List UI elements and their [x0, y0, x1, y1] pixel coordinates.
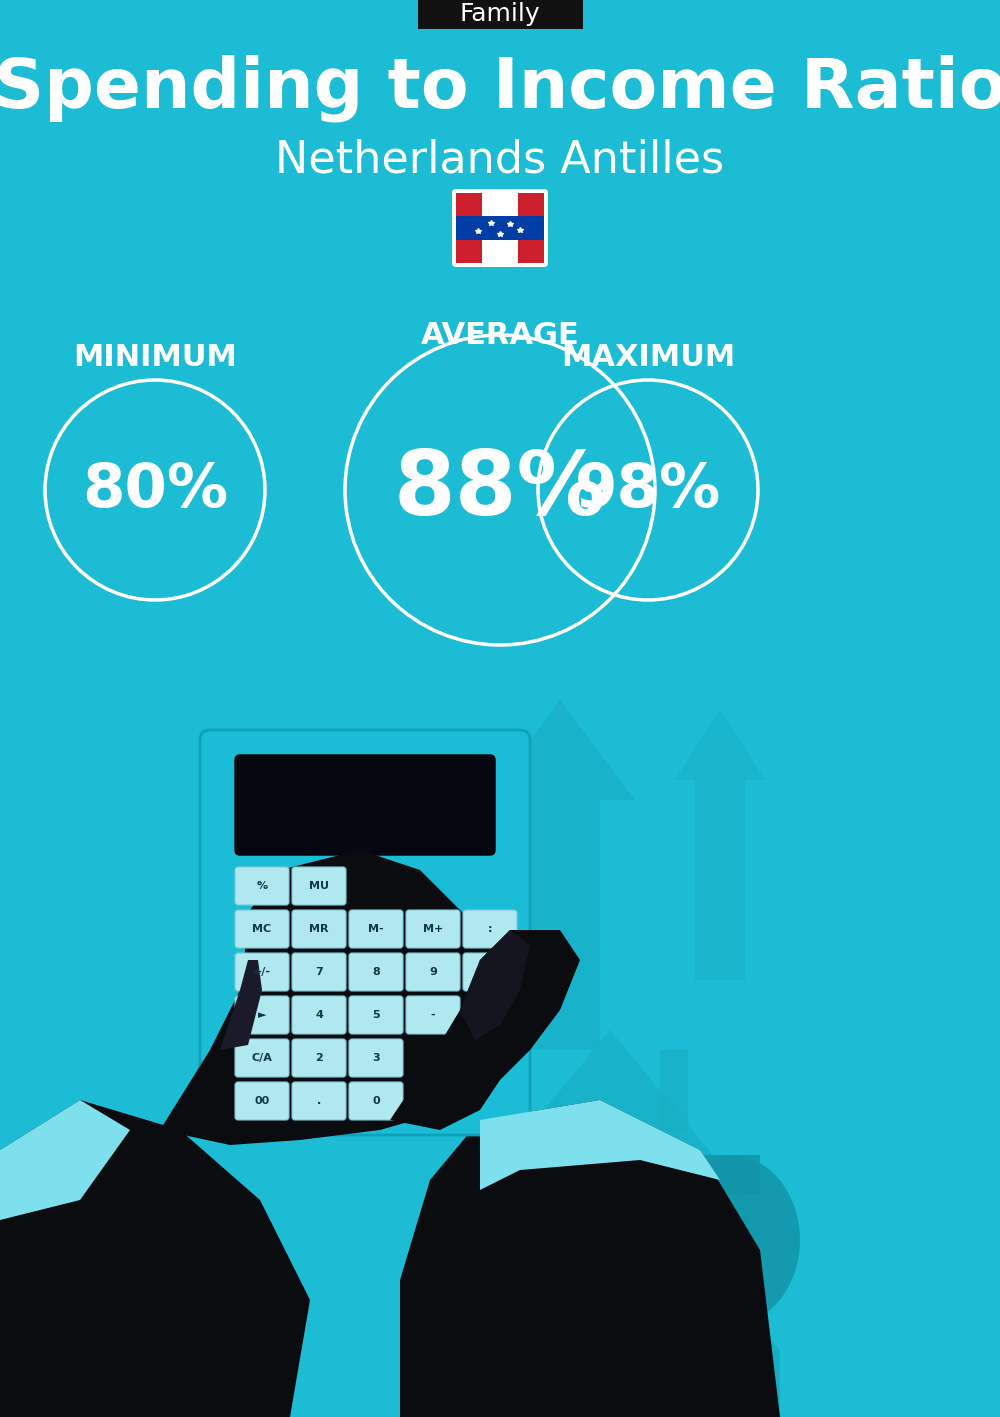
FancyBboxPatch shape: [292, 1039, 346, 1077]
Bar: [620, 1325, 750, 1333]
Text: %: %: [256, 881, 268, 891]
FancyBboxPatch shape: [418, 0, 582, 28]
Text: MC: MC: [252, 924, 272, 934]
Polygon shape: [220, 959, 262, 1050]
FancyBboxPatch shape: [292, 1083, 346, 1119]
FancyBboxPatch shape: [349, 910, 403, 948]
Text: 2: 2: [315, 1053, 323, 1063]
Polygon shape: [580, 1250, 780, 1350]
FancyBboxPatch shape: [235, 954, 289, 990]
Text: 7: 7: [315, 966, 323, 976]
Text: ►: ►: [258, 1010, 266, 1020]
Text: M-: M-: [368, 924, 384, 934]
Polygon shape: [400, 1100, 780, 1417]
Text: AVERAGE: AVERAGE: [421, 322, 579, 350]
Bar: [456, 217, 544, 239]
Text: 0: 0: [372, 1095, 380, 1107]
FancyBboxPatch shape: [235, 910, 289, 948]
Text: MINIMUM: MINIMUM: [73, 343, 237, 373]
FancyBboxPatch shape: [235, 1083, 289, 1119]
Polygon shape: [485, 700, 635, 1050]
FancyBboxPatch shape: [292, 996, 346, 1034]
Polygon shape: [315, 779, 425, 1020]
Ellipse shape: [660, 1155, 800, 1325]
Text: M+: M+: [423, 924, 443, 934]
FancyBboxPatch shape: [235, 867, 289, 905]
Bar: [710, 1265, 728, 1315]
Polygon shape: [390, 930, 580, 1129]
FancyBboxPatch shape: [452, 188, 548, 266]
Text: Spending to Income Ratio: Spending to Income Ratio: [0, 54, 1000, 122]
FancyBboxPatch shape: [292, 867, 346, 905]
Ellipse shape: [600, 1220, 700, 1340]
FancyBboxPatch shape: [235, 996, 289, 1034]
Bar: [660, 1050, 688, 1129]
FancyBboxPatch shape: [235, 755, 495, 854]
Bar: [625, 1220, 670, 1250]
Bar: [620, 1315, 750, 1323]
Text: Netherlands Antilles: Netherlands Antilles: [275, 139, 725, 181]
Polygon shape: [0, 1100, 130, 1220]
FancyBboxPatch shape: [349, 1083, 403, 1119]
Bar: [620, 1355, 750, 1363]
Text: C/A: C/A: [252, 1053, 272, 1063]
FancyBboxPatch shape: [406, 996, 460, 1034]
Text: MR: MR: [309, 924, 329, 934]
FancyBboxPatch shape: [292, 954, 346, 990]
Text: Family: Family: [460, 1, 540, 26]
Polygon shape: [675, 710, 765, 981]
FancyBboxPatch shape: [463, 910, 517, 948]
Bar: [620, 1335, 750, 1343]
Bar: [700, 1155, 760, 1195]
Bar: [620, 1305, 750, 1314]
FancyBboxPatch shape: [292, 910, 346, 948]
Text: -: -: [431, 1010, 435, 1020]
Text: 5: 5: [372, 1010, 380, 1020]
Text: +/-: +/-: [253, 966, 271, 976]
Bar: [580, 1350, 780, 1417]
Bar: [596, 1270, 628, 1360]
Text: :: :: [488, 924, 492, 934]
Bar: [620, 1295, 750, 1304]
Bar: [620, 1345, 750, 1353]
Text: x: x: [486, 966, 494, 976]
Text: 9: 9: [429, 966, 437, 976]
Polygon shape: [480, 1100, 720, 1190]
Polygon shape: [460, 930, 530, 1040]
Text: 4: 4: [315, 1010, 323, 1020]
Text: MAXIMUM: MAXIMUM: [561, 343, 735, 373]
FancyBboxPatch shape: [235, 1039, 289, 1077]
Polygon shape: [0, 1100, 310, 1417]
Bar: [625, 1356, 745, 1357]
FancyBboxPatch shape: [200, 730, 530, 1135]
FancyBboxPatch shape: [349, 1039, 403, 1077]
FancyBboxPatch shape: [406, 954, 460, 990]
Text: 8: 8: [372, 966, 380, 976]
FancyBboxPatch shape: [349, 996, 403, 1034]
Polygon shape: [160, 850, 510, 1145]
Bar: [560, 1270, 592, 1360]
Bar: [518, 193, 544, 264]
Bar: [625, 1316, 745, 1318]
Text: 88%: 88%: [394, 446, 606, 533]
Bar: [625, 1297, 745, 1298]
Text: $: $: [712, 1219, 748, 1271]
FancyBboxPatch shape: [349, 954, 403, 990]
Polygon shape: [470, 1030, 750, 1200]
FancyBboxPatch shape: [406, 910, 460, 948]
Text: 80%: 80%: [82, 461, 228, 520]
Text: MU: MU: [309, 881, 329, 891]
Text: $: $: [638, 1265, 662, 1298]
FancyBboxPatch shape: [463, 954, 517, 990]
Text: 00: 00: [254, 1095, 270, 1107]
Bar: [456, 193, 482, 264]
Text: .: .: [317, 1095, 321, 1107]
Bar: [625, 1336, 745, 1338]
Bar: [470, 1200, 750, 1360]
Text: 98%: 98%: [575, 461, 721, 520]
Text: 3: 3: [372, 1053, 380, 1063]
